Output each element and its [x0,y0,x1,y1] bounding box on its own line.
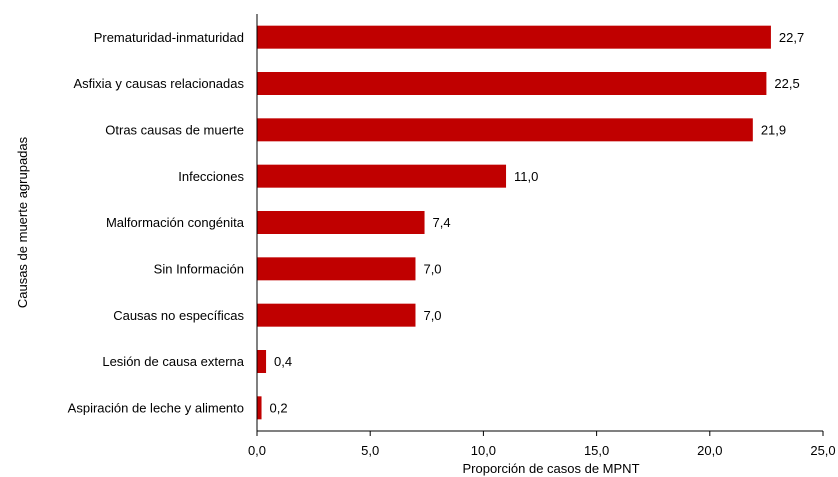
y-axis-label: Causas de muerte agrupadas [15,136,30,308]
bar-value-label: 0,2 [270,401,288,416]
bar-value-label: 22,7 [779,30,804,45]
bars-group [257,25,771,420]
bar-value-label: 0,4 [274,354,292,369]
category-label: Otras causas de muerte [105,123,244,138]
x-axis: 0,0 5,0 10,0 15,0 20,0 25,0 [248,430,836,458]
x-tick-label: 25,0 [810,443,835,458]
x-axis-label: Proporción de casos de MPNT [462,461,639,476]
x-tick-label: 5,0 [361,443,379,458]
category-label: Aspiración de leche y alimento [68,401,244,416]
bar [257,396,262,420]
bar [257,164,507,188]
category-label: Malformación congénita [106,215,245,230]
x-tick-label: 0,0 [248,443,266,458]
bar [257,72,767,95]
value-labels-group: 22,7 22,5 21,9 11,0 7,4 7,0 7,0 0,4 0,2 [270,30,805,416]
category-label: Sin Información [154,262,244,277]
bar [257,303,416,327]
bar [257,257,416,281]
category-label: Infecciones [178,169,244,184]
bar [257,211,425,234]
bar [257,25,771,49]
bar-value-label: 11,0 [514,169,538,184]
bar [257,350,267,373]
x-tick-label: 10,0 [471,443,496,458]
bar-value-label: 7,0 [423,308,441,323]
category-label: Asfixia y causas relacionadas [73,76,244,91]
category-labels-group: Prematuridad-inmaturidad Asfixia y causas… [68,30,245,416]
x-tick-label: 20,0 [697,443,722,458]
bar-value-label: 21,9 [761,123,786,138]
bar-value-label: 7,0 [423,262,441,277]
category-label: Prematuridad-inmaturidad [94,30,244,45]
category-label: Lesión de causa externa [102,354,244,369]
bar-value-label: 7,4 [433,215,451,230]
bar [257,118,753,142]
bar-value-label: 22,5 [774,76,799,91]
category-label: Causas no específicas [113,308,244,323]
x-tick-label: 15,0 [584,443,609,458]
